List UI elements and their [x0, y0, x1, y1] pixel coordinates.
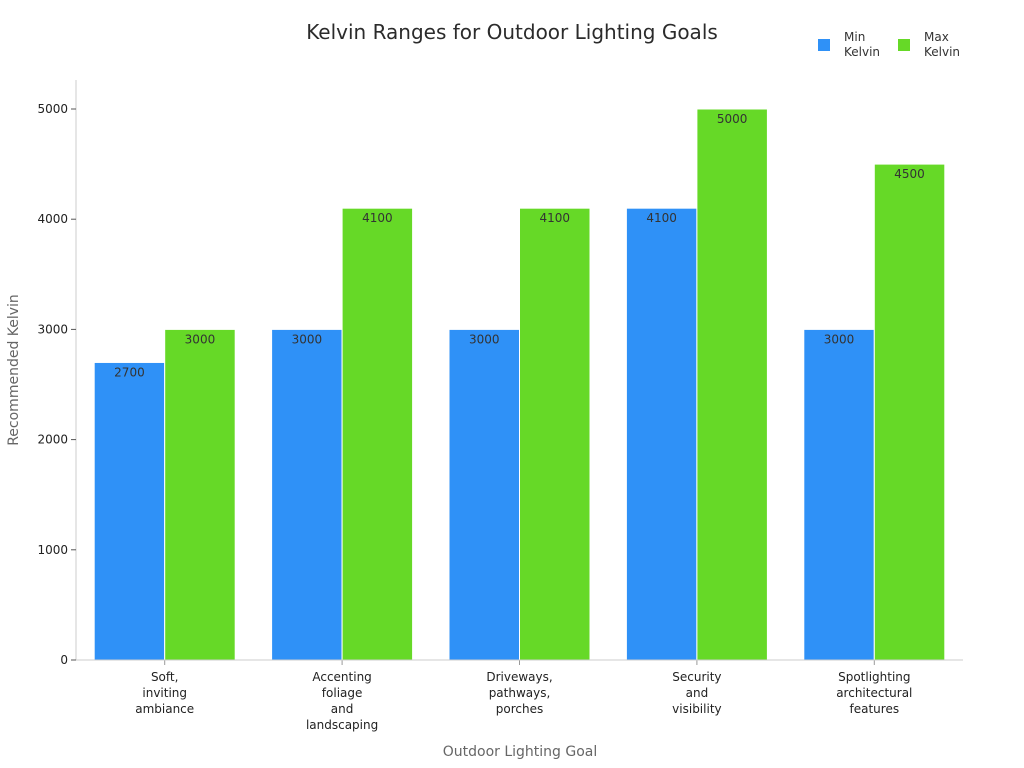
y-tick-label: 5000: [37, 102, 68, 116]
x-tick-label: Soft, inviting ambiance: [135, 670, 194, 716]
bar-min-1[interactable]: [271, 328, 343, 661]
bar-value-label: 4500: [894, 167, 925, 181]
legend-swatch-max: [898, 39, 910, 51]
bar-value-label: 4100: [646, 211, 677, 225]
bar-min-0[interactable]: [93, 361, 166, 661]
bar-max-0[interactable]: [164, 328, 236, 661]
x-axis-title: Outdoor Lighting Goal: [443, 744, 598, 760]
y-axis-title: Recommended Kelvin: [6, 294, 22, 446]
bar-min-2[interactable]: [448, 328, 520, 661]
bar-max-1[interactable]: [341, 207, 414, 661]
y-tick-label: 3000: [37, 322, 68, 336]
bar-max-4[interactable]: [873, 163, 946, 661]
axes: Soft, inviting ambiance Accenting foliage and…: [6, 80, 963, 760]
bar-max-3[interactable]: [696, 108, 768, 661]
bar-min-3[interactable]: [625, 207, 698, 661]
legend: Min Kelvin Max Kelvin: [818, 30, 1018, 66]
legend-swatch-min: [818, 39, 830, 51]
bar-value-label: 2700: [114, 365, 145, 379]
legend-item-max[interactable]: Max Kelvin: [898, 30, 978, 62]
legend-item-min[interactable]: Min Kelvin: [818, 30, 898, 62]
y-tick-label: 0: [60, 653, 68, 667]
x-tick-label: Spotlighting architectural features: [836, 670, 912, 716]
y-tick-label: 1000: [37, 543, 68, 557]
bar-value-label: 3000: [469, 332, 500, 346]
chart-title: Kelvin Ranges for Outdoor Lighting Goals: [306, 20, 718, 44]
bar-max-2[interactable]: [519, 207, 591, 661]
bar-min-4[interactable]: [803, 328, 875, 661]
bar-value-label: 3000: [824, 332, 855, 346]
x-tick-label: Security and visibility: [672, 670, 721, 716]
bar-value-label: 3000: [185, 332, 216, 346]
bar-value-label: 4100: [539, 211, 570, 225]
x-tick-label: Accenting foliage and landscaping: [306, 670, 378, 732]
y-tick-label: 4000: [37, 212, 68, 226]
bars: 2700 3000 3000 4100 3000 4100 4100 5000 3000 4500: [93, 108, 946, 661]
legend-label-min: Min Kelvin: [844, 30, 881, 59]
bar-value-label: 3000: [292, 332, 323, 346]
bar-value-label: 4100: [362, 211, 393, 225]
y-tick-label: 2000: [37, 433, 68, 447]
x-tick-label: Driveways, pathways, porches: [486, 670, 552, 716]
bar-value-label: 5000: [717, 112, 748, 126]
legend-label-max: Max Kelvin: [924, 30, 961, 59]
